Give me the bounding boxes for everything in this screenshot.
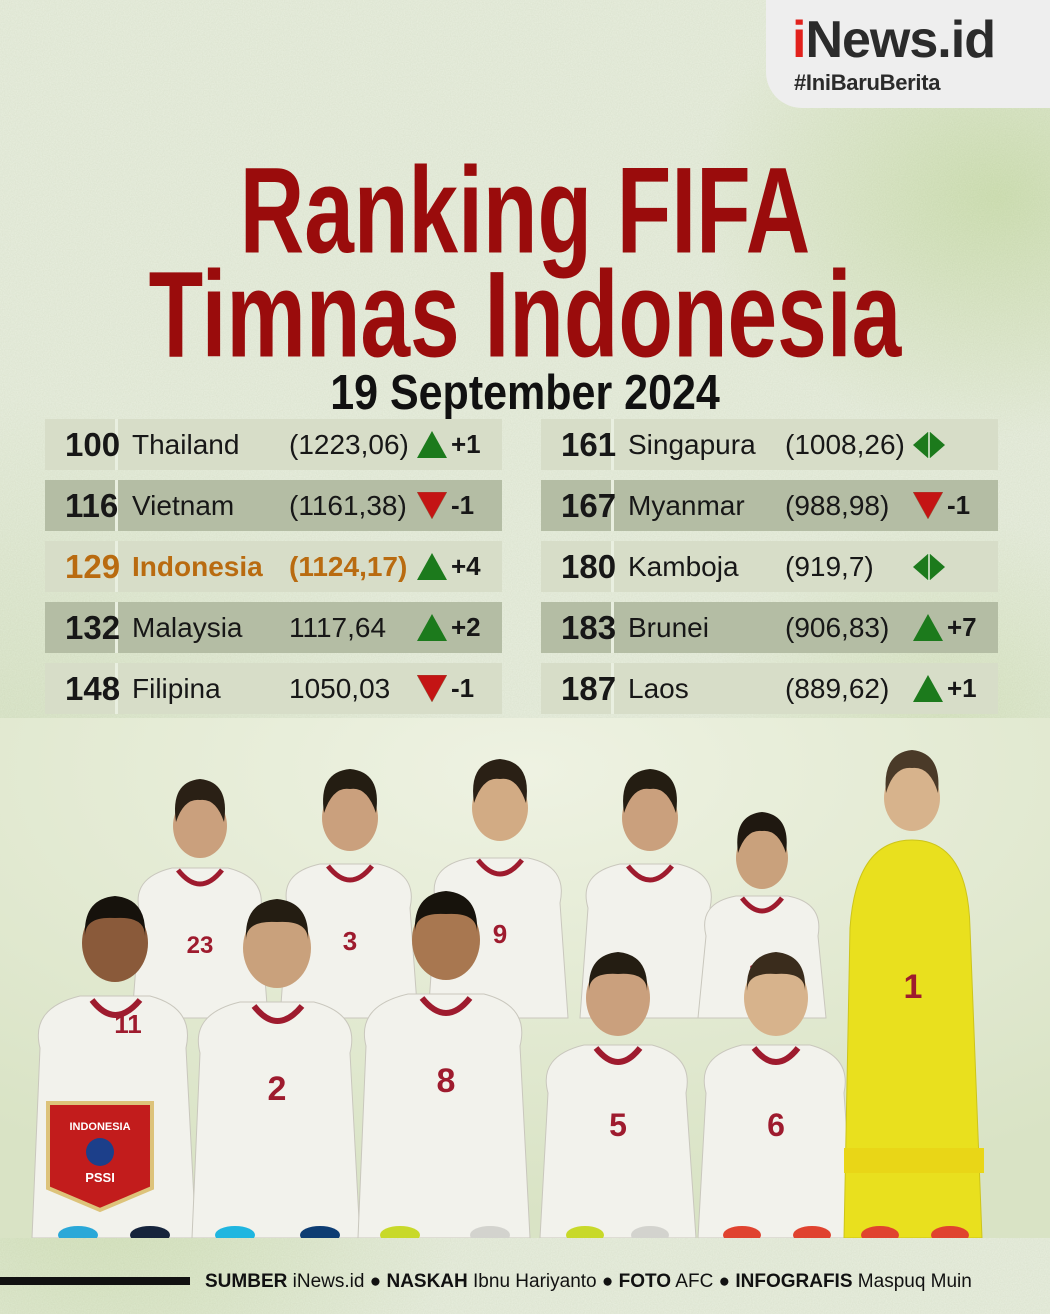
svg-text:PSSI: PSSI [85, 1170, 115, 1185]
svg-text:INDONESIA: INDONESIA [69, 1121, 130, 1133]
svg-text:9: 9 [493, 919, 507, 949]
svg-text:23: 23 [187, 932, 214, 959]
svg-text:6: 6 [767, 1107, 785, 1143]
svg-text:2: 2 [268, 1070, 287, 1108]
svg-text:3: 3 [343, 926, 357, 956]
svg-text:8: 8 [437, 1062, 456, 1100]
svg-text:5: 5 [609, 1107, 627, 1143]
svg-text:1: 1 [904, 968, 923, 1006]
svg-text:11: 11 [114, 1009, 142, 1039]
